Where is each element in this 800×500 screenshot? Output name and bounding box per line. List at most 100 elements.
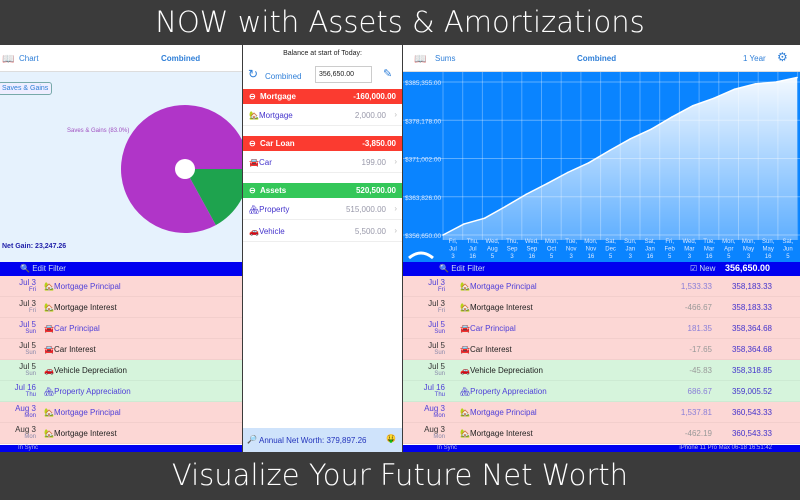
data-point bbox=[650, 128, 653, 130]
y-tick-label: $363,826.00 bbox=[405, 195, 442, 202]
transaction-date: Jul 5 bbox=[19, 362, 36, 371]
x-tick-label: Tue, Nov 3 bbox=[565, 239, 577, 260]
collapse-icon[interactable]: ⊖ bbox=[249, 186, 256, 195]
transaction-date: Jul 3 bbox=[19, 299, 36, 308]
current-balance: 356,650.00 bbox=[725, 263, 771, 273]
transaction-label: Car Interest bbox=[469, 345, 512, 354]
transaction-name: 🏡Mortgage Interest bbox=[44, 303, 117, 312]
transaction-row[interactable]: Jul 5 Sun 🚘Car Interest bbox=[0, 339, 242, 360]
transaction-date: Jul 16 bbox=[14, 383, 36, 392]
collapse-icon[interactable]: ⊖ bbox=[249, 139, 256, 148]
data-point bbox=[504, 205, 507, 208]
mode-selector[interactable]: Combined bbox=[265, 72, 302, 81]
section-header[interactable]: ⊖ Assets 520,500.00 bbox=[243, 183, 402, 198]
data-point bbox=[567, 171, 569, 174]
section-total: -3,850.00 bbox=[362, 139, 396, 148]
transaction-row[interactable]: Aug 3 Mon 🏡Mortgage Principal 1,537.81 360… bbox=[403, 402, 800, 423]
chevron-right-icon: › bbox=[394, 226, 397, 235]
right-header: 📖 Sums Combined 1 Year ⚙ bbox=[403, 45, 800, 72]
sync-label: In Sync bbox=[18, 445, 39, 451]
y-tick-label: $378,178.00 bbox=[405, 118, 442, 125]
data-point bbox=[629, 137, 632, 140]
sync-status: In Sync iPhone 11 Pro Max 06-18 16:51:42 bbox=[403, 445, 800, 452]
data-point bbox=[483, 217, 486, 220]
transaction-row[interactable]: Jul 5 Sun 🚗Vehicle Depreciation bbox=[0, 360, 242, 381]
refresh-icon[interactable]: ↻ bbox=[248, 67, 259, 81]
transaction-row[interactable]: Aug 3 Mon 🏡Mortgage Interest bbox=[0, 423, 242, 444]
transaction-day: Fri bbox=[29, 308, 36, 314]
transaction-row[interactable]: Jul 5 Sun 🚘Car Interest -17.65 358,364.68 bbox=[403, 339, 800, 360]
category-icon: 🚘 bbox=[44, 324, 54, 333]
transaction-row[interactable]: Aug 3 Mon 🏡Mortgage Interest -462.19 360,5… bbox=[403, 423, 800, 444]
promo-tagline: Visualize Your Future Net Worth bbox=[171, 458, 629, 492]
sums-panel: 📖 Sums Combined 1 Year ⚙ $356,650.00 $363… bbox=[403, 45, 800, 452]
settings-gear-icon[interactable]: ⚙ bbox=[777, 50, 788, 64]
transaction-name: 🏡Mortgage Interest bbox=[460, 429, 533, 438]
legend-button[interactable]: Saves & Gains bbox=[0, 82, 53, 95]
edit-filter-button[interactable]: 🔍 Edit Filter bbox=[439, 264, 485, 273]
money-face-icon[interactable]: 🤑 bbox=[386, 434, 396, 443]
category-icon: 🏡 bbox=[44, 429, 54, 438]
net-gain: Net Gain: 23,247.26 bbox=[2, 243, 67, 250]
pie-slice[interactable] bbox=[185, 169, 242, 226]
account-row[interactable]: 🏘Property 515,000.00 › bbox=[243, 198, 402, 220]
account-row[interactable]: 🚘Car 199.00 › bbox=[243, 151, 402, 173]
section-header[interactable]: ⊖ Car Loan -3,850.00 bbox=[243, 136, 402, 151]
sums-tab[interactable]: Sums bbox=[435, 54, 456, 63]
category-icon: 🚘 bbox=[44, 345, 54, 354]
section-total: 520,500.00 bbox=[355, 186, 396, 195]
mode-selector[interactable]: Combined bbox=[161, 54, 201, 63]
edit-filter-button[interactable]: 🔍 Edit Filter bbox=[20, 264, 66, 273]
account-name: 🚘Car bbox=[249, 158, 272, 167]
category-icon: 🏘 bbox=[44, 387, 55, 396]
section-header[interactable]: ⊖ Mortgage -160,000.00 bbox=[243, 89, 402, 104]
balance-input[interactable]: 356,650.00 bbox=[315, 66, 372, 83]
transaction-row[interactable]: Aug 3 Mon 🏡Mortgage Principal bbox=[0, 402, 242, 423]
book-icon[interactable]: 📖 bbox=[414, 54, 427, 65]
transaction-date: Jul 3 bbox=[19, 278, 36, 287]
data-point bbox=[587, 161, 590, 164]
transaction-row[interactable]: Jul 5 Sun 🚗Vehicle Depreciation -45.83 358… bbox=[403, 360, 800, 381]
range-selector[interactable]: 1 Year bbox=[743, 54, 766, 63]
edit-filter-label: Edit Filter bbox=[32, 264, 66, 273]
y-tick-label: $371,002.00 bbox=[405, 157, 442, 164]
transaction-day: Thu bbox=[25, 392, 36, 398]
transaction-name: 🚘Car Principal bbox=[44, 324, 100, 333]
transaction-row[interactable]: Jul 16 Thu 🏘Property Appreciation bbox=[0, 381, 242, 402]
transaction-name: 🏡Mortgage Principal bbox=[44, 282, 121, 291]
account-sections: ⊖ Mortgage -160,000.00 🏡Mortgage 2,000.00 › ⊖ C… bbox=[243, 89, 402, 242]
transaction-row[interactable]: Jul 16 Thu 🏘Property Appreciation 686.67 3… bbox=[403, 381, 800, 402]
transaction-amount: 1,533.33 bbox=[680, 282, 712, 291]
transaction-row[interactable]: Jul 5 Sun 🚘Car Principal 181.35 358,364.68 bbox=[403, 318, 800, 339]
transaction-day: Mon bbox=[24, 434, 36, 440]
transaction-row[interactable]: Jul 5 Sun 🚘Car Principal bbox=[0, 318, 242, 339]
transaction-row[interactable]: Jul 3 Fri 🏡Mortgage Interest -466.67 358,1… bbox=[403, 297, 800, 318]
mode-selector[interactable]: Combined bbox=[577, 54, 617, 63]
transaction-day: Fri bbox=[29, 287, 36, 293]
account-row[interactable]: 🏡Mortgage 2,000.00 › bbox=[243, 104, 402, 126]
transaction-name: 🏡Mortgage Principal bbox=[460, 408, 537, 417]
balance-label: Balance at start of Today: bbox=[283, 50, 362, 57]
transaction-amount: 181.35 bbox=[687, 324, 712, 333]
data-point bbox=[525, 193, 528, 196]
filter-bar: 🔍 Edit Filter ☑ New 356,650.00 bbox=[403, 262, 800, 276]
filter-bar: 🔍 Edit Filter bbox=[0, 262, 242, 276]
transaction-row[interactable]: Jul 3 Fri 🏡Mortgage Principal 1,533.33 358… bbox=[403, 276, 800, 297]
collapse-icon[interactable]: ⊖ bbox=[249, 92, 256, 101]
account-name: 🏘Property bbox=[249, 205, 290, 214]
book-icon[interactable]: 📖 bbox=[2, 54, 15, 65]
running-balance: 358,318.85 bbox=[731, 366, 772, 375]
transaction-name: 🚗Vehicle Depreciation bbox=[44, 366, 127, 375]
chart-tab[interactable]: Chart bbox=[19, 54, 39, 63]
category-icon: 🏡 bbox=[44, 282, 54, 291]
category-icon: 🏘 bbox=[460, 387, 471, 396]
new-button[interactable]: ☑ New bbox=[690, 264, 716, 273]
account-row[interactable]: 🚗Vehicle 5,500.00 › bbox=[243, 220, 402, 242]
transaction-date: Jul 5 bbox=[19, 320, 36, 329]
compose-icon[interactable]: ✎ bbox=[383, 68, 393, 80]
pie-label: Saves & Gains (83.0%) bbox=[67, 128, 130, 134]
transaction-date: Jul 3 bbox=[428, 278, 445, 287]
transaction-row[interactable]: Jul 3 Fri 🏡Mortgage Interest bbox=[0, 297, 242, 318]
expand-chevron-icon[interactable] bbox=[408, 251, 434, 260]
transaction-row[interactable]: Jul 3 Fri 🏡Mortgage Principal bbox=[0, 276, 242, 297]
